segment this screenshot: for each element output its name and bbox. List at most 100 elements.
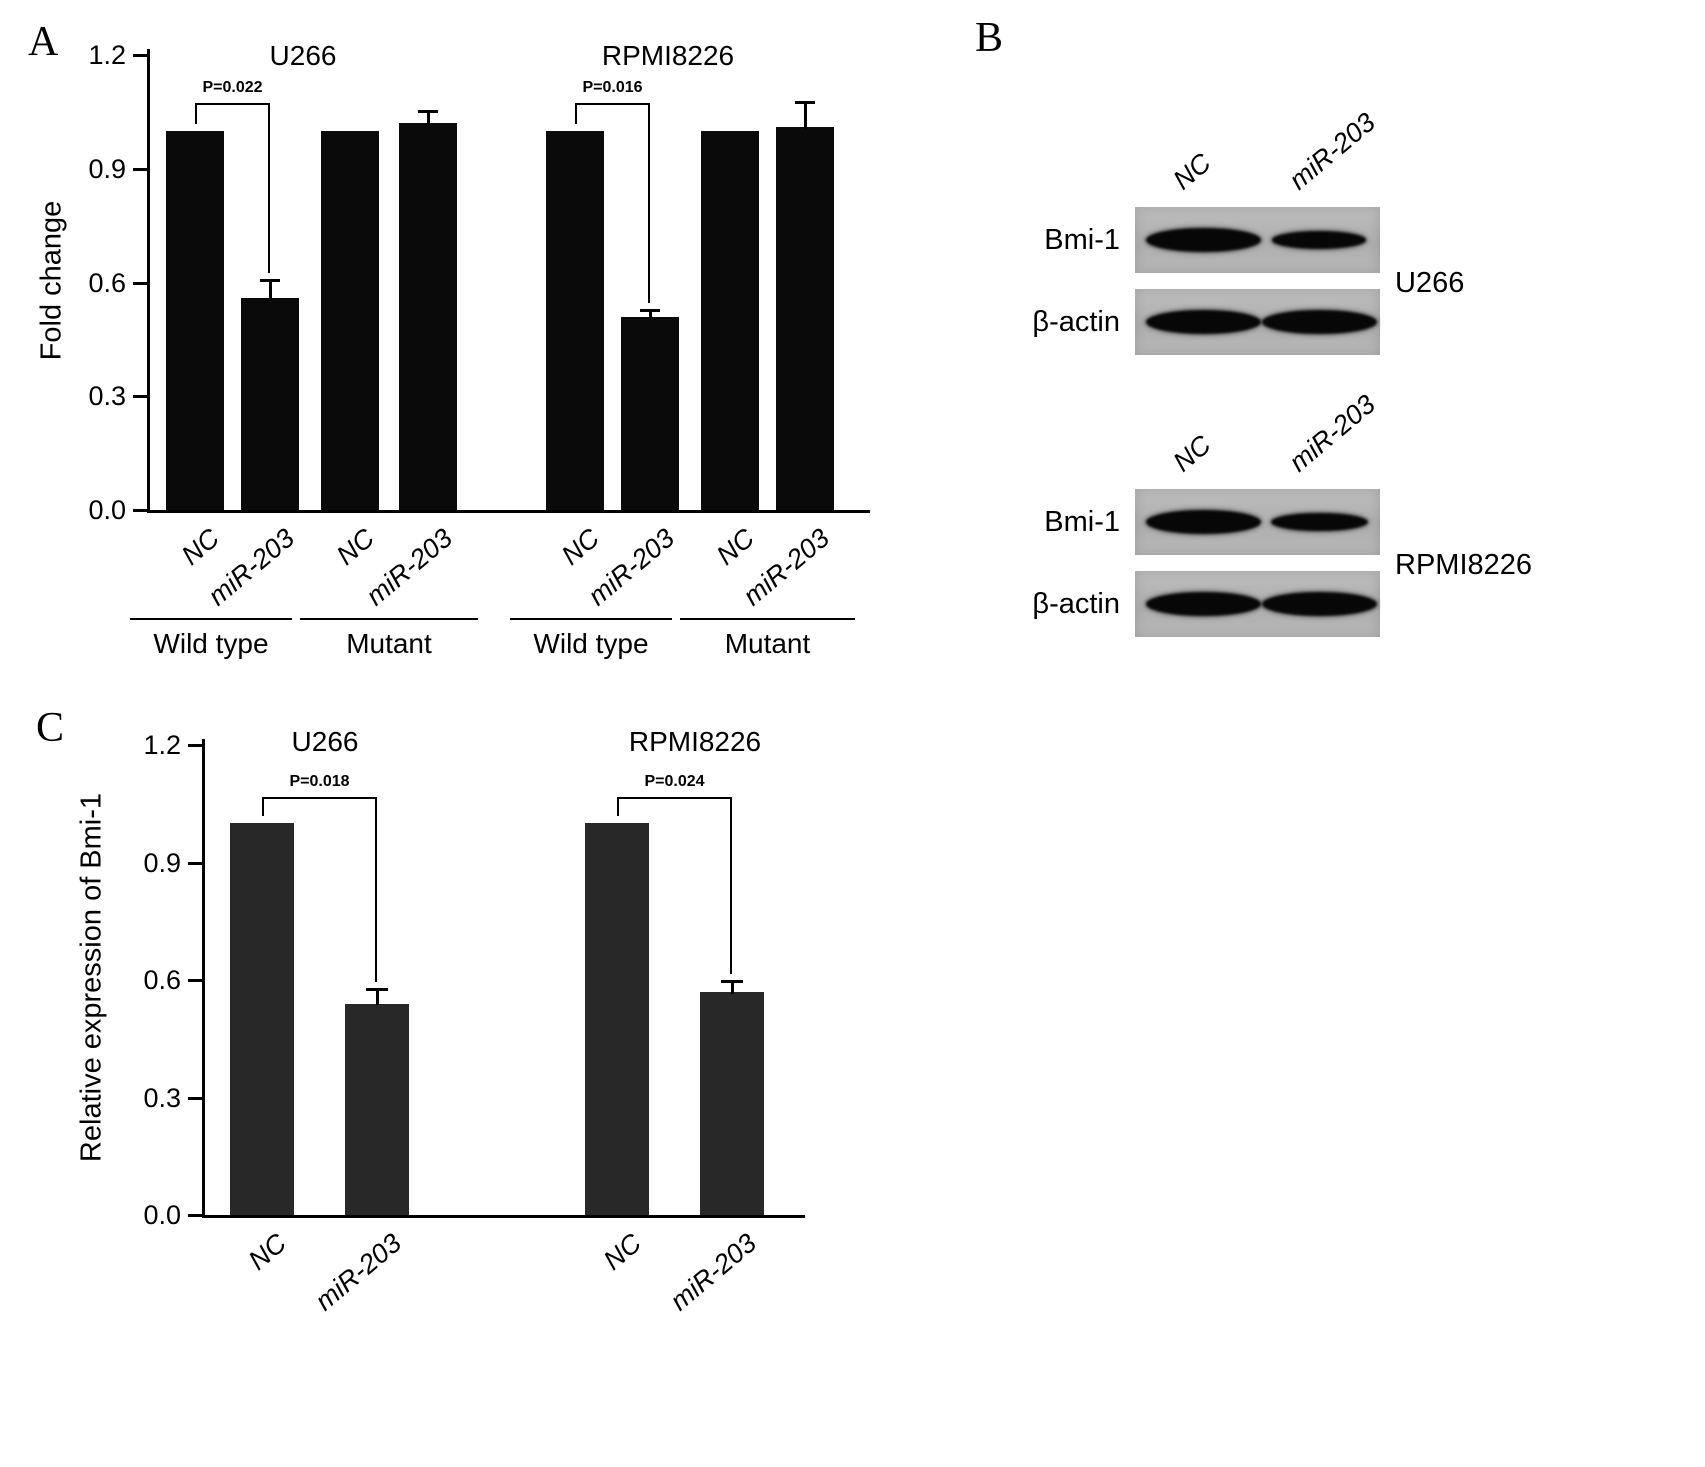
panel-b-western-blots: NC miR-203 Bmi-1 β-actin U266 NC miR-203 Bmi-1 β… — [980, 20, 1700, 680]
p-value-label: P=0.016 — [582, 78, 643, 96]
y-axis-label: Relative expression of Bmi-1 — [75, 792, 108, 1163]
protein-band — [1271, 231, 1367, 249]
error-bar — [268, 278, 272, 300]
y-tick-mark — [133, 281, 147, 285]
y-tick-mark — [133, 54, 147, 57]
y-axis — [147, 49, 150, 513]
blot-strip — [1135, 289, 1380, 355]
p-value-label: P=0.024 — [644, 773, 705, 791]
sig-bracket-left — [575, 102, 577, 124]
sig-bracket-horizontal — [262, 797, 377, 800]
bar — [700, 991, 764, 1215]
panel-a-label: A — [28, 19, 59, 65]
protein-label: β-actin — [1032, 306, 1120, 338]
y-tick-label: 1.2 — [143, 730, 181, 760]
error-bar — [426, 109, 430, 126]
y-tick-label: 0.6 — [143, 965, 181, 995]
p-value-label: P=0.022 — [202, 78, 263, 96]
p-value-label: P=0.018 — [289, 773, 350, 791]
y-tick-mark — [188, 744, 202, 747]
blot-strip — [1135, 571, 1380, 637]
bar — [241, 297, 299, 510]
error-bar-cap — [260, 278, 280, 282]
y-tick-label: 0.9 — [143, 847, 181, 878]
sig-bracket-right — [730, 797, 732, 974]
protein-band — [1270, 512, 1368, 532]
group-underline — [130, 618, 292, 620]
bar — [166, 130, 224, 510]
sig-bracket-right — [268, 102, 270, 273]
error-bar-cap — [795, 100, 815, 104]
bar — [701, 130, 759, 510]
sig-bracket-horizontal — [617, 797, 732, 800]
y-tick-label: 0.3 — [88, 381, 126, 412]
panel-a-bar-chart: 0.0 0.3 0.6 0.9 1.2 Fold change U266 RPMI8226 NC… — [36, 30, 940, 700]
group-underline — [510, 618, 672, 620]
bar — [345, 1003, 409, 1215]
bar — [399, 123, 457, 510]
group-label: Mutant — [724, 628, 811, 659]
bar — [321, 130, 379, 510]
sig-bracket-left — [195, 102, 197, 124]
y-tick-mark — [188, 1214, 202, 1217]
blot-strip — [1135, 207, 1380, 273]
protein-label: β-actin — [1032, 588, 1120, 620]
y-tick-mark — [133, 509, 147, 512]
group-underline — [680, 618, 855, 620]
error-bar — [375, 987, 379, 1006]
error-bar — [730, 980, 734, 994]
cell-line-label: RPMI8226 — [1395, 549, 1533, 581]
protein-band — [1261, 310, 1377, 334]
y-axis-label: Fold change — [35, 200, 68, 360]
protein-band — [1145, 510, 1261, 534]
y-tick-label: 1.2 — [88, 40, 126, 70]
protein-band — [1261, 592, 1377, 616]
protein-label: Bmi-1 — [1044, 224, 1120, 256]
y-tick-label: 0.6 — [88, 267, 126, 298]
protein-band — [1145, 228, 1261, 252]
y-tick-label: 0.9 — [88, 153, 126, 184]
group-label: Wild type — [153, 628, 269, 659]
error-bar — [648, 309, 652, 319]
y-tick-label: 0.0 — [143, 1200, 181, 1230]
group-underline — [300, 618, 478, 620]
chart-section-title: RPMI8226 — [601, 40, 735, 71]
panel-c-bar-chart: 0.0 0.3 0.6 0.9 1.2 Relative expression of Bm… — [40, 710, 900, 1440]
group-label: Mutant — [346, 628, 432, 659]
y-tick-mark — [133, 167, 147, 171]
panel-c-label: C — [36, 705, 65, 751]
y-tick-label: 0.3 — [143, 1082, 181, 1113]
bar — [621, 316, 679, 510]
sig-bracket-right — [648, 102, 650, 304]
sig-bracket-horizontal — [575, 102, 650, 105]
error-bar — [803, 100, 807, 130]
bar — [776, 127, 834, 510]
protein-band — [1145, 592, 1261, 616]
x-axis — [147, 510, 870, 513]
group-label: Wild type — [533, 628, 649, 659]
protein-label: Bmi-1 — [1044, 506, 1120, 538]
x-axis — [202, 1215, 805, 1218]
sig-bracket-left — [617, 797, 619, 817]
chart-section-title: U266 — [291, 726, 359, 757]
chart-section-title: U266 — [269, 40, 337, 71]
y-tick-mark — [188, 861, 202, 865]
bar — [230, 823, 294, 1215]
y-axis — [202, 739, 205, 1218]
panel-b-label: B — [975, 15, 1004, 61]
protein-band — [1145, 310, 1261, 334]
sig-bracket-right — [375, 797, 377, 982]
cell-line-label: U266 — [1395, 267, 1465, 299]
error-bar-cap — [721, 980, 743, 983]
chart-section-title: RPMI8226 — [628, 726, 762, 757]
y-tick-mark — [188, 979, 202, 982]
y-tick-mark — [188, 1096, 202, 1100]
blot-strip — [1135, 489, 1380, 555]
y-tick-mark — [133, 395, 147, 399]
bar — [546, 130, 604, 510]
error-bar-cap — [640, 309, 660, 313]
error-bar-cap — [366, 987, 388, 991]
error-bar-cap — [418, 109, 438, 113]
bar — [585, 823, 649, 1215]
